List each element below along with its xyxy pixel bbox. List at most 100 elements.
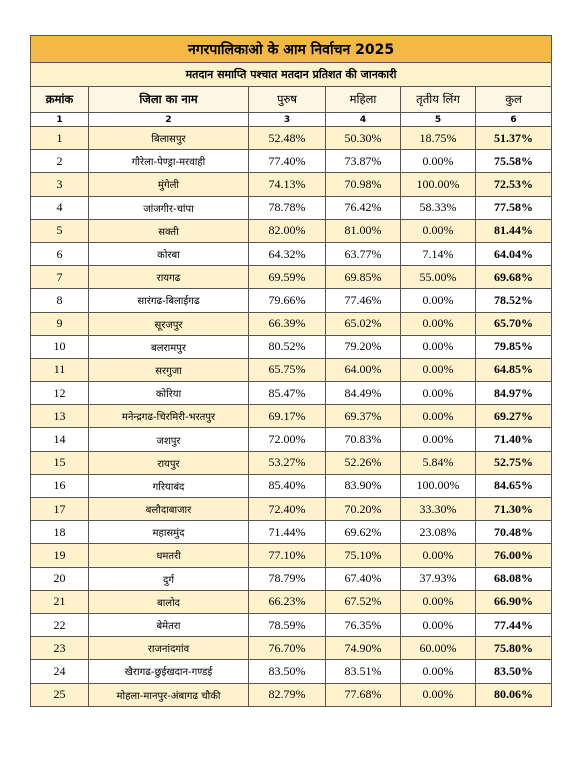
female: 69.37% <box>325 404 401 429</box>
district: गौरेला-पेण्ड्रा-मरवाही <box>88 149 249 174</box>
male: 72.00% <box>248 427 326 452</box>
male: 79.66% <box>248 288 326 313</box>
third-gender: 0.00% <box>400 357 476 383</box>
district: बलौदाबाजार <box>88 496 249 522</box>
data-row: 17 बलौदाबाजार 72.40% 70.20% 33.30% 71.30% <box>30 496 553 522</box>
data-row: 20 दुर्ग 78.79% 67.40% 37.93% 68.08% <box>30 566 553 591</box>
serial: 8 <box>30 288 89 313</box>
total: 84.65% <box>474 473 553 499</box>
third-gender: 55.00% <box>400 265 476 290</box>
district: महासमुंद <box>88 520 249 545</box>
male: 83.50% <box>248 659 326 684</box>
total: 77.58% <box>474 195 553 220</box>
serial: 4 <box>30 195 89 220</box>
male: 64.32% <box>248 241 326 267</box>
third-gender: 18.75% <box>400 125 476 151</box>
data-row: 2 गौरेला-पेण्ड्रा-मरवाही 77.40% 73.87% 0.00%… <box>30 149 553 174</box>
data-row: 13 मनेन्द्रगढ-चिरमिरी-भरतपुर 69.17% 69.37% 0… <box>30 404 553 429</box>
column-number: 6 <box>474 112 553 127</box>
male: 80.52% <box>248 334 326 359</box>
female: 73.87% <box>325 149 401 174</box>
female: 70.98% <box>325 172 401 197</box>
district: सक्ती <box>88 218 249 243</box>
serial: 25 <box>30 682 89 707</box>
female: 65.02% <box>325 311 401 336</box>
third-gender: 0.00% <box>400 589 476 614</box>
female: 52.26% <box>325 450 401 475</box>
serial: 18 <box>30 520 89 545</box>
third-gender: 0.00% <box>400 427 476 452</box>
header-row: क्रमांक जिला का नाम पुरुष महिला तृतीय लिंग कु… <box>30 86 553 113</box>
total: 68.08% <box>474 566 553 591</box>
third-gender: 0.00% <box>400 404 476 429</box>
serial: 7 <box>30 265 89 290</box>
district: कोरिया <box>88 381 249 406</box>
male: 82.00% <box>248 218 326 243</box>
data-row: 4 जांजगीर-चांपा 78.78% 76.42% 58.33% 77.58% <box>30 195 553 220</box>
column-number: 2 <box>88 112 249 127</box>
data-row: 19 धमतरी 77.10% 75.10% 0.00% 76.00% <box>30 543 553 568</box>
total: 75.80% <box>474 636 553 661</box>
serial: 14 <box>30 427 89 452</box>
female: 81.00% <box>325 218 401 243</box>
district: गरियाबंद <box>88 473 249 499</box>
male: 69.59% <box>248 265 326 290</box>
male: 78.79% <box>248 566 326 591</box>
female: 75.10% <box>325 543 401 568</box>
male: 74.13% <box>248 172 326 197</box>
third-gender: 0.00% <box>400 311 476 336</box>
district: सारंगढ-बिलाईगढ <box>88 288 249 313</box>
female: 64.00% <box>325 357 401 383</box>
title: नगरपालिकाओ के आम निर्वाचन 2025 <box>29 35 553 63</box>
subtitle: मतदान समाप्ति पश्चात मतदान प्रतिशत की जा… <box>29 62 553 87</box>
total: 69.27% <box>474 404 553 429</box>
female: 77.46% <box>325 288 401 313</box>
data-row: 21 बालोद 66.23% 67.52% 0.00% 66.90% <box>30 589 553 614</box>
third-gender: 0.00% <box>400 659 476 684</box>
column-header: पुरुष <box>248 86 326 113</box>
serial: 6 <box>30 241 89 267</box>
female: 67.52% <box>325 589 401 614</box>
total: 80.06% <box>474 682 553 707</box>
serial: 17 <box>30 496 89 522</box>
results-table: नगरपालिकाओ के आम निर्वाचन 2025 मतदान समा… <box>29 35 553 707</box>
third-gender: 0.00% <box>400 334 476 359</box>
data-row: 18 महासमुंद 71.44% 69.62% 23.08% 70.48% <box>30 520 553 545</box>
data-row: 3 मुंगेली 74.13% 70.98% 100.00% 72.53% <box>30 172 553 197</box>
district: रायपुर <box>88 450 249 475</box>
female: 63.77% <box>325 241 401 267</box>
district: धमतरी <box>88 543 249 568</box>
female: 83.51% <box>325 659 401 684</box>
data-row: 14 जशपुर 72.00% 70.83% 0.00% 71.40% <box>30 427 553 452</box>
serial: 19 <box>30 543 89 568</box>
data-row: 16 गरियाबंद 85.40% 83.90% 100.00% 84.65% <box>30 473 553 499</box>
serial: 22 <box>30 612 89 638</box>
serial: 3 <box>30 172 89 197</box>
total: 76.00% <box>474 543 553 568</box>
district: खैरागढ-छुईखदान-गण्डई <box>88 659 249 684</box>
female: 69.62% <box>325 520 401 545</box>
male: 66.39% <box>248 311 326 336</box>
total: 79.85% <box>474 334 553 359</box>
third-gender: 7.14% <box>400 241 476 267</box>
female: 76.35% <box>325 612 401 638</box>
third-gender: 0.00% <box>400 543 476 568</box>
district: सरगुजा <box>88 357 249 383</box>
serial: 21 <box>30 589 89 614</box>
district: बिलासपुर <box>88 125 249 151</box>
district: बालोद <box>88 589 249 614</box>
third-gender: 0.00% <box>400 682 476 707</box>
total: 77.44% <box>474 612 553 638</box>
third-gender: 23.08% <box>400 520 476 545</box>
table-body: नगरपालिकाओ के आम निर्वाचन 2025 मतदान समा… <box>29 35 553 707</box>
serial: 24 <box>30 659 89 684</box>
total: 71.30% <box>474 496 553 522</box>
total: 71.40% <box>474 427 553 452</box>
total: 64.04% <box>474 241 553 267</box>
female: 76.42% <box>325 195 401 220</box>
female: 84.49% <box>325 381 401 406</box>
column-number: 3 <box>248 112 326 127</box>
third-gender: 60.00% <box>400 636 476 661</box>
data-row: 8 सारंगढ-बिलाईगढ 79.66% 77.46% 0.00% 78.52% <box>30 288 553 313</box>
female: 67.40% <box>325 566 401 591</box>
